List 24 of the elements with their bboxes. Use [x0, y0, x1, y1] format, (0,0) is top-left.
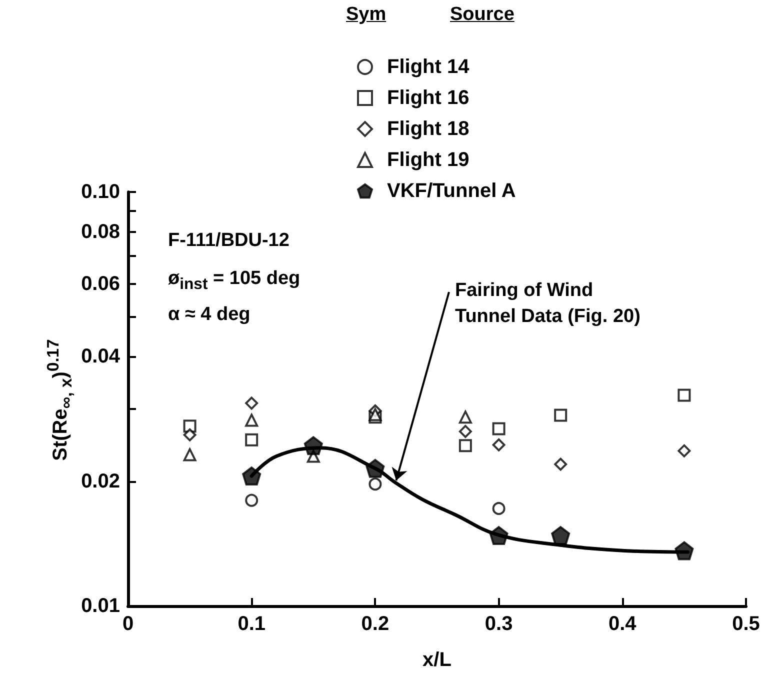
x-tick-label: 0.4: [608, 613, 638, 635]
y-tick-label: 0.08: [81, 221, 120, 244]
y-tick-label: 0.01: [81, 595, 120, 617]
y-tick-label: 0.02: [81, 470, 120, 492]
legend-label: Flight 19: [387, 149, 470, 171]
x-axis-title: x/L: [422, 649, 452, 671]
y-tick-label: 0.06: [81, 272, 120, 295]
annotation: ø$_{inst}$ = 105 deg: [168, 268, 300, 294]
legend-label: Flight 16: [387, 87, 470, 109]
annotation: Fairing of Wind Tunnel Data (Fig. 20): [455, 279, 642, 329]
x-tick-label: 0.1: [238, 613, 266, 635]
x-tick-label: 0.5: [732, 613, 760, 635]
legend-title: Source: [450, 4, 514, 26]
x-tick-label: 0.3: [484, 613, 513, 635]
x-tick-label: 0: [122, 613, 134, 635]
x-tick-label: 0.2: [361, 613, 390, 635]
legend-label: Flight 18: [387, 118, 470, 140]
y-tick-label: 0.10: [81, 181, 120, 203]
annotation: F-111/BDU-12: [168, 230, 290, 252]
legend-label: Flight 14: [387, 56, 470, 78]
text: Sym: [346, 4, 386, 26]
legend-label: VKF/Tunnel A: [387, 180, 516, 202]
y-tick-label: 0.04: [81, 346, 121, 368]
annotation: α ≈ 4 deg: [168, 304, 250, 326]
